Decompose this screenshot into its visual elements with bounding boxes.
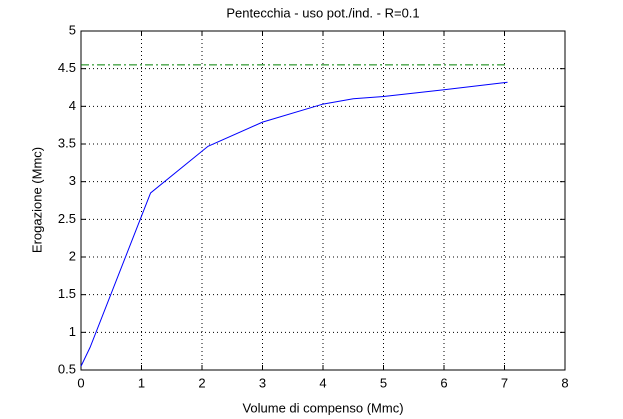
y-tick-label: 3: [69, 173, 76, 188]
x-tick-label: 7: [501, 375, 508, 390]
x-tick-label: 2: [198, 375, 205, 390]
x-tick-label: 5: [380, 375, 387, 390]
chart-title: Pentecchia - uso pot./ind. - R=0.1: [226, 5, 419, 20]
x-axis-label: Volume di compenso (Mmc): [242, 400, 403, 415]
y-tick-label: 4: [69, 98, 76, 113]
x-tick-label: 6: [440, 375, 447, 390]
y-tick-label: 2: [69, 248, 76, 263]
data-line: [80, 81, 508, 367]
y-axis-label: Erogazione (Mmc): [29, 147, 44, 253]
x-tick-label: 0: [77, 375, 84, 390]
y-tick-label: 3.5: [58, 135, 76, 150]
y-tick-label: 4.5: [58, 60, 76, 75]
x-tick-label: 1: [138, 375, 145, 390]
y-tick-label: 1.5: [58, 286, 76, 301]
x-tick-label: 8: [561, 375, 568, 390]
y-tick-label: 5: [69, 22, 76, 37]
plot-frame: [80, 30, 566, 371]
x-tick-label: 3: [259, 375, 266, 390]
y-tick-label: 0.5: [58, 361, 76, 376]
y-tick-label: 2.5: [58, 211, 76, 226]
y-tick-label: 1: [69, 324, 76, 339]
x-tick-label: 4: [319, 375, 326, 390]
